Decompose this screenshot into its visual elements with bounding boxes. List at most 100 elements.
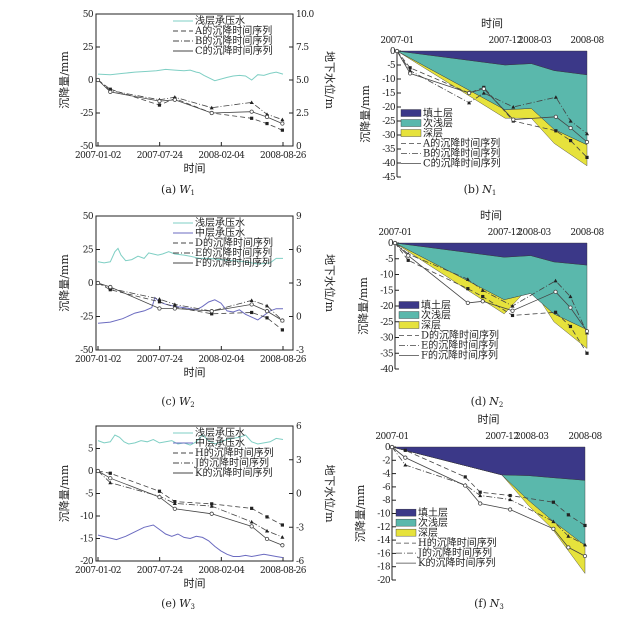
groundwater-line-1 [97,296,283,324]
y-tick-label: -25 [380,318,394,328]
legend-label: J的沉降时间序列 [194,456,269,469]
data-point [568,125,573,131]
panel-b: 0 -5 -10 -15 -20 -25 -30 -35 -40 -45 2007-01 2007-1… [358,17,605,183]
data-point [553,289,558,294]
legend-label: 浅层承压水 [195,14,245,27]
caption-subscript: 3 [190,603,194,611]
y-tick-label: -10 [380,271,394,281]
y-tick-label: 0 [385,443,391,453]
data-point [157,99,162,104]
data-point [209,110,214,116]
x-tick-label: 2008-08 [570,228,604,238]
data-point [157,489,162,493]
data-point [508,493,512,498]
data-point [511,105,516,109]
y2-tick-label: 2.5 [296,109,309,119]
data-point [280,523,284,527]
data-point [264,114,270,120]
y-tick-label: -10 [377,510,391,520]
y-tick-label: -15 [380,286,394,296]
caption-prefix: (c) [161,395,176,408]
data-point [582,553,588,559]
caption-prefix: (d) [471,395,487,408]
data-point [108,471,112,475]
data-point [403,455,408,460]
panel-caption: (b) N1 [464,183,497,197]
data-point [265,515,269,519]
legend-swatch [395,528,417,537]
y-tick-label: -30 [382,131,396,141]
data-point [583,542,587,547]
settlement-series-line-1 [97,79,283,120]
x-tick-label: 2008-08-26 [260,355,307,365]
y2-tick-label: 3 [296,456,302,466]
legend-label: D的沉降时间序列 [421,329,499,342]
x-tick-label: 2008-08-26 [260,151,307,161]
data-point [172,95,177,99]
legend-label: 浅层承压水 [195,216,245,229]
legend-label: D的沉降时间序列 [195,236,273,249]
data-point [389,444,395,450]
settlement-series-line-2 [391,446,586,557]
y-tick-label: -5 [385,255,393,265]
y-tick-label: -14 [377,536,391,546]
y2-tick-label: -3 [296,523,304,533]
data-point [249,519,254,524]
data-point [264,536,270,542]
data-point [553,278,558,283]
legend-label: J的沉降时间序列 [417,546,492,559]
x-tick-label: 2007-01-02 [75,566,121,576]
fill-layer-area [391,446,586,481]
settlement-series-line-2 [97,79,283,124]
y-tick-label: 0 [388,239,394,249]
groundwater-line-1 [97,524,284,559]
y-tick-label: -5 [387,61,395,71]
panel-caption: (e) W3 [161,597,195,611]
data-point [466,287,470,291]
data-point [249,109,254,114]
x-tick-label: 2008-02-04 [198,355,245,365]
data-point [172,506,177,511]
data-point [511,117,516,122]
legend-label: 次浅层 [418,516,448,529]
y-tick-label: -5 [85,490,93,500]
y-tick-label: -45 [382,173,396,183]
data-point [280,117,285,122]
data-point [209,309,214,314]
data-point [568,305,573,310]
data-point [466,90,472,96]
data-point [280,543,285,548]
panel-caption: (d) N2 [471,395,504,409]
x-tick-label: 2007-01-02 [75,151,121,161]
legend-label: H的沉降时间序列 [195,446,274,459]
y-tick-label: -4 [382,470,390,480]
legend-swatch [398,301,420,309]
y-tick-label: -18 [377,563,391,573]
x-axis-label: 时间 [480,209,502,222]
x-tick-label: 2008-03 [518,36,552,46]
y2-axis-label: 地下水位/m [323,464,337,523]
data-point [568,294,573,299]
y-tick-label: -25 [382,117,396,127]
y-tick-label: -40 [382,159,396,169]
x-tick-label: 2007-12 [488,228,521,238]
settlement-series-line-2 [394,242,588,332]
data-point [172,302,177,307]
legend-swatch [400,109,422,117]
settlement-series-line-1 [391,446,586,546]
data-point [585,155,589,159]
legend-swatch [400,119,422,127]
data-point [280,535,285,539]
x-axis-label: 时间 [478,413,500,426]
y2-tick-label: 10.0 [296,10,315,20]
caption-name: W [179,395,192,408]
settlement-series-line-2 [396,50,588,143]
x-tick-label: 2007-07-24 [137,566,184,576]
y-tick-label: -6 [382,483,390,493]
legend-label: 填土层 [418,506,448,519]
y-tick-label: -40 [380,365,394,375]
data-point [478,493,483,498]
data-point [467,100,472,105]
